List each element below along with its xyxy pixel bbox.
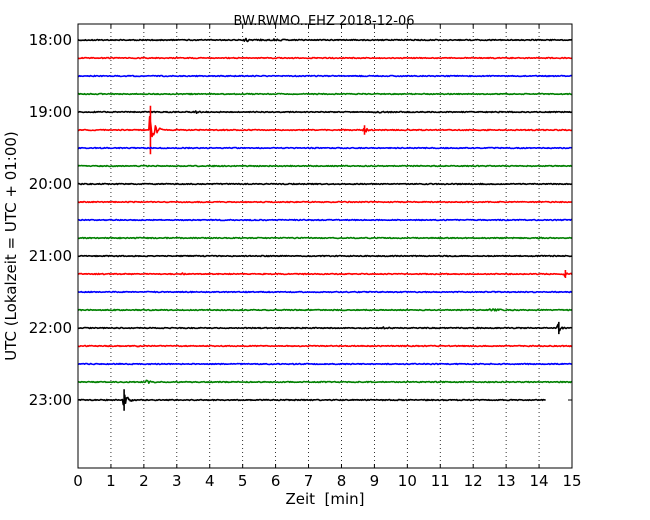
x-axis-label: Zeit [min] <box>285 490 364 508</box>
x-tick-label: 12 <box>464 472 483 490</box>
x-tick-label: 9 <box>370 472 380 490</box>
x-tick-label: 5 <box>238 472 248 490</box>
x-tick-label: 8 <box>337 472 347 490</box>
trace-2245 <box>77 379 573 384</box>
x-tick-label: 15 <box>562 472 581 490</box>
grid-layer <box>110 24 540 468</box>
y-tick-label: 23:00 <box>29 391 72 409</box>
trace-1800 <box>77 37 573 43</box>
y-tick-label: 21:00 <box>29 247 72 265</box>
x-tick-label: 7 <box>304 472 314 490</box>
trace-2200 <box>77 321 573 335</box>
trace-1815 <box>77 56 573 60</box>
trace-2130 <box>77 290 573 294</box>
trace-2030 <box>77 218 572 222</box>
x-tick-label: 3 <box>172 472 182 490</box>
trace-2000 <box>77 182 573 186</box>
y-axis-ticks: 18:00 19:00 20:00 21:00 22:00 23:00 <box>29 31 572 409</box>
trace-2045 <box>77 236 573 240</box>
trace-2215 <box>77 344 573 348</box>
trace-1830 <box>77 74 573 78</box>
trace-1945 <box>77 164 573 168</box>
x-tick-label: 4 <box>205 472 215 490</box>
x-tick-label: 2 <box>139 472 149 490</box>
trace-1930 <box>77 146 573 150</box>
x-tick-label: 1 <box>106 472 116 490</box>
chart-title: BW.RWMO..EHZ 2018-12-06 <box>233 14 414 29</box>
trace-layer <box>77 37 573 411</box>
x-tick-label: 11 <box>431 472 450 490</box>
y-tick-label: 20:00 <box>29 175 72 193</box>
y-tick-label: 19:00 <box>29 103 72 121</box>
trace-2015 <box>77 200 573 204</box>
trace-1915 <box>77 105 573 155</box>
trace-2115 <box>77 269 573 279</box>
trace-2300 <box>77 389 546 411</box>
plot-frame <box>77 23 573 469</box>
x-tick-label: 13 <box>497 472 516 490</box>
y-tick-label: 18:00 <box>29 31 72 49</box>
x-tick-label: 14 <box>530 472 549 490</box>
trace-2145 <box>77 308 573 312</box>
trace-1900 <box>77 110 573 115</box>
y-axis-label: UTC (Lokalzeit = UTC + 01:00) <box>2 131 20 361</box>
trace-2100 <box>77 254 573 258</box>
x-tick-label: 0 <box>73 472 83 490</box>
trace-2230 <box>77 362 573 366</box>
trace-1845 <box>77 92 573 96</box>
x-tick-label: 10 <box>398 472 417 490</box>
x-axis-ticks: 0 1 2 3 4 5 6 7 8 9 10 11 12 13 14 15 <box>73 24 582 490</box>
x-tick-label: 6 <box>271 472 281 490</box>
y-tick-label: 22:00 <box>29 319 72 337</box>
